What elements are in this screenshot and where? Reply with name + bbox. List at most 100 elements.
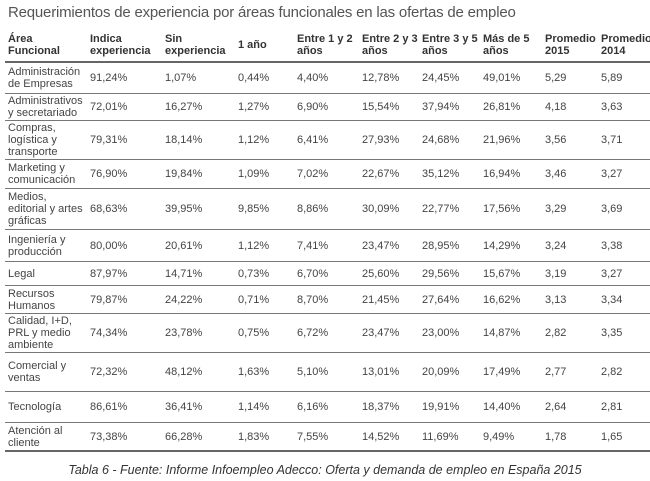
value-cell: 23,47% — [359, 229, 419, 262]
value-cell: 28,95% — [419, 229, 480, 262]
value-cell: 2,82 — [598, 352, 650, 392]
value-cell: 3,38 — [598, 229, 650, 262]
value-cell: 24,68% — [419, 120, 480, 160]
value-cell: 3,35 — [598, 313, 650, 353]
value-cell: 0,73% — [235, 261, 294, 286]
value-cell: 13,01% — [359, 352, 419, 392]
value-cell: 14,52% — [359, 422, 419, 452]
value-cell: 24,22% — [162, 285, 235, 314]
value-cell: 6,16% — [294, 391, 359, 423]
value-cell: 20,09% — [419, 352, 480, 392]
value-cell: 9,85% — [235, 188, 294, 230]
value-cell: 1,83% — [235, 422, 294, 452]
value-cell: 2,64 — [542, 391, 598, 423]
value-cell: 6,90% — [294, 93, 359, 121]
table-row: Administración de Empresas 91,24% 1,07% 0,4… — [5, 62, 650, 94]
value-cell: 22,77% — [419, 188, 480, 230]
value-cell: 2,77 — [542, 352, 598, 392]
value-cell: 15,54% — [359, 93, 419, 121]
value-cell: 3,27 — [598, 261, 650, 286]
value-cell: 5,89 — [598, 62, 650, 94]
value-cell: 3,13 — [542, 285, 598, 314]
area-cell: Atención al cliente — [5, 422, 87, 452]
value-cell: 3,19 — [542, 261, 598, 286]
column-header: Más de 5 años — [480, 28, 542, 63]
value-cell: 3,24 — [542, 229, 598, 262]
column-header: 1 año — [235, 28, 294, 63]
value-cell: 7,02% — [294, 159, 359, 189]
value-cell: 72,32% — [87, 352, 162, 392]
table-title: Requerimientos de experiencia por áreas … — [8, 4, 516, 21]
table-row: Recursos Humanos 79,87% 24,22% 0,71% 8,70% 21… — [5, 285, 650, 314]
value-cell: 49,01% — [480, 62, 542, 94]
value-cell: 14,87% — [480, 313, 542, 353]
value-cell: 5,10% — [294, 352, 359, 392]
value-cell: 21,45% — [359, 285, 419, 314]
value-cell: 3,69 — [598, 188, 650, 230]
column-header: Promedio 2015 — [542, 28, 598, 63]
table-row: Calidad, I+D, PRL y medio ambiente 74,34%… — [5, 313, 650, 353]
value-cell: 19,84% — [162, 159, 235, 189]
table-row: Tecnología 86,61% 36,41% 1,14% 6,16% 18,37% 19… — [5, 391, 650, 423]
area-cell: Recursos Humanos — [5, 285, 87, 314]
column-header: Promedio 2014 — [598, 28, 650, 63]
header-row: Área Funcional Indica experiencia Sin expe… — [5, 28, 650, 63]
column-header: Área Funcional — [5, 28, 87, 63]
column-header: Sin experiencia — [162, 28, 235, 63]
value-cell: 15,67% — [480, 261, 542, 286]
value-cell: 1,07% — [162, 62, 235, 94]
value-cell: 17,49% — [480, 352, 542, 392]
table-caption: Tabla 6 - Fuente: Informe Infoempleo Ade… — [68, 463, 582, 477]
value-cell: 0,71% — [235, 285, 294, 314]
value-cell: 20,61% — [162, 229, 235, 262]
value-cell: 6,41% — [294, 120, 359, 160]
value-cell: 3,46 — [542, 159, 598, 189]
table-row: Compras, logística y transporte 79,31% 18,… — [5, 120, 650, 160]
area-cell: Administración de Empresas — [5, 62, 87, 94]
value-cell: 68,63% — [87, 188, 162, 230]
value-cell: 2,81 — [598, 391, 650, 423]
value-cell: 5,29 — [542, 62, 598, 94]
area-cell: Comercial y ventas — [5, 352, 87, 392]
value-cell: 1,14% — [235, 391, 294, 423]
value-cell: 3,27 — [598, 159, 650, 189]
value-cell: 48,12% — [162, 352, 235, 392]
value-cell: 18,37% — [359, 391, 419, 423]
area-cell: Compras, logística y transporte — [5, 120, 87, 160]
value-cell: 3,29 — [542, 188, 598, 230]
table-row: Administrativos y secretariado 72,01% 16,2… — [5, 93, 650, 121]
value-cell: 1,09% — [235, 159, 294, 189]
value-cell: 80,00% — [87, 229, 162, 262]
value-cell: 14,29% — [480, 229, 542, 262]
column-header: Entre 1 y 2 años — [294, 28, 359, 63]
area-cell: Administrativos y secretariado — [5, 93, 87, 121]
value-cell: 86,61% — [87, 391, 162, 423]
value-cell: 3,34 — [598, 285, 650, 314]
value-cell: 1,63% — [235, 352, 294, 392]
value-cell: 3,63 — [598, 93, 650, 121]
value-cell: 3,56 — [542, 120, 598, 160]
column-header: Indica experiencia — [87, 28, 162, 63]
value-cell: 87,97% — [87, 261, 162, 286]
value-cell: 39,95% — [162, 188, 235, 230]
area-cell: Tecnología — [5, 391, 87, 423]
table-row: Marketing y comunicación 76,90% 19,84% 1,09… — [5, 159, 650, 189]
value-cell: 29,56% — [419, 261, 480, 286]
value-cell: 16,94% — [480, 159, 542, 189]
value-cell: 1,27% — [235, 93, 294, 121]
value-cell: 1,65 — [598, 422, 650, 452]
value-cell: 27,93% — [359, 120, 419, 160]
value-cell: 8,86% — [294, 188, 359, 230]
value-cell: 76,90% — [87, 159, 162, 189]
value-cell: 0,75% — [235, 313, 294, 353]
table-row: Legal 87,97% 14,71% 0,73% 6,70% 25,60% 29,56% 1… — [5, 261, 650, 286]
value-cell: 73,38% — [87, 422, 162, 452]
value-cell: 14,40% — [480, 391, 542, 423]
value-cell: 7,55% — [294, 422, 359, 452]
value-cell: 8,70% — [294, 285, 359, 314]
value-cell: 23,47% — [359, 313, 419, 353]
value-cell: 16,27% — [162, 93, 235, 121]
experience-table: Área Funcional Indica experiencia Sin expe… — [5, 28, 650, 452]
value-cell: 79,87% — [87, 285, 162, 314]
value-cell: 6,70% — [294, 261, 359, 286]
